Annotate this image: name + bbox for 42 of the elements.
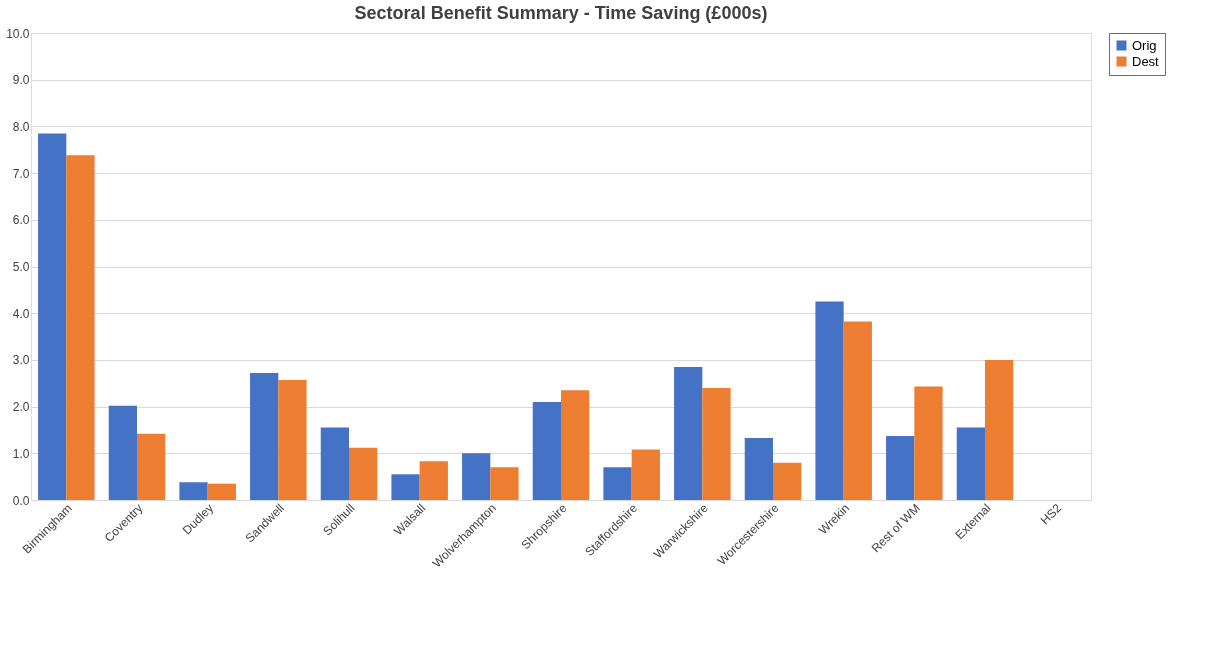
- bar: [886, 436, 915, 500]
- bar: [419, 461, 448, 500]
- bar: [744, 437, 773, 500]
- y-tick-label: 8.0: [12, 119, 30, 134]
- bar: [702, 387, 731, 500]
- y-tick-label: 7.0: [12, 166, 30, 181]
- y-tick-label: 1.0: [12, 446, 30, 461]
- bar: [320, 427, 349, 500]
- bar: [843, 321, 872, 500]
- y-tick-label: 6.0: [12, 213, 30, 228]
- y-tick-label: 3.0: [12, 353, 30, 368]
- y-tick-label: 9.0: [12, 73, 30, 88]
- bar: [207, 483, 236, 500]
- bar: [914, 386, 943, 500]
- bar: [462, 453, 491, 500]
- bar: [66, 155, 95, 500]
- bar: [250, 372, 279, 500]
- bar: [773, 462, 802, 500]
- bar: [532, 401, 561, 500]
- y-tick-label: 10.0: [6, 26, 30, 41]
- y-tick-label: 2.0: [12, 400, 30, 415]
- bar: [349, 447, 378, 500]
- y-tick-label: 5.0: [12, 260, 30, 274]
- bar: [985, 359, 1014, 500]
- bar: [490, 467, 519, 500]
- bar: [137, 433, 166, 500]
- bar: [278, 379, 307, 500]
- bar: [815, 301, 844, 500]
- bar: [956, 427, 985, 500]
- bar: [674, 366, 703, 500]
- chart-title: Sectoral Benefit Summary - Time Saving (£000s): [354, 3, 768, 23]
- bar: [561, 390, 590, 500]
- bar: [391, 474, 420, 500]
- y-tick-label: 0.0: [12, 493, 30, 508]
- bar: [179, 482, 208, 500]
- legend-label: Dest: [1132, 53, 1160, 69]
- bar: [631, 449, 660, 500]
- bar: [108, 405, 137, 500]
- legend-label: Orig: [1132, 37, 1157, 53]
- bar: [38, 133, 67, 500]
- bar: [603, 467, 632, 500]
- y-tick-label: 4.0: [12, 306, 30, 321]
